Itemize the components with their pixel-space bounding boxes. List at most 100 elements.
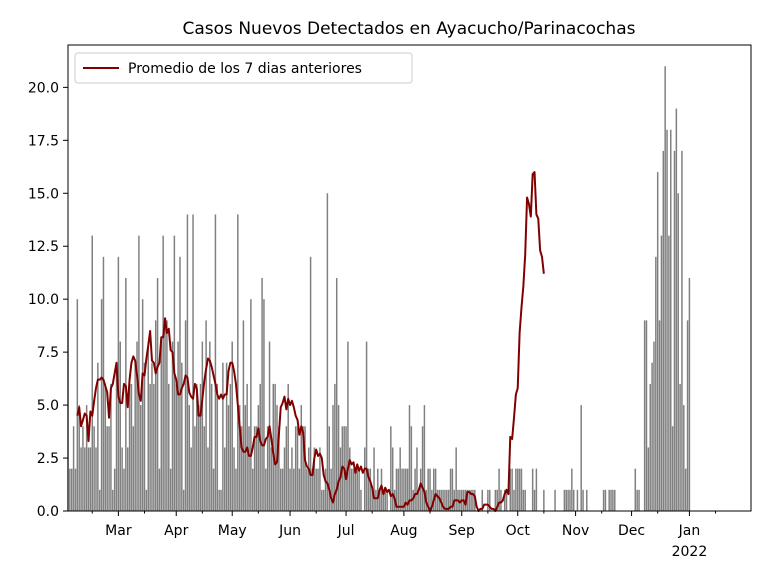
bar (365, 341, 368, 511)
bar (612, 489, 614, 511)
bar (671, 426, 674, 511)
bar (686, 320, 689, 511)
bar (390, 426, 392, 511)
bar (520, 468, 523, 511)
bar (660, 235, 663, 511)
bar (160, 341, 163, 511)
bar (518, 468, 521, 511)
bar (78, 405, 80, 511)
bar (335, 278, 338, 511)
bar (576, 489, 579, 511)
bar (516, 468, 519, 511)
bar (74, 468, 77, 511)
bar (203, 426, 205, 511)
bar (328, 426, 330, 511)
bar (263, 299, 265, 511)
bar (322, 489, 325, 511)
bar (670, 129, 672, 512)
bar (569, 489, 571, 511)
bar (210, 383, 213, 511)
legend: Promedio de los 7 dias anteriores (74, 52, 413, 84)
x-tick-label: Oct (506, 523, 531, 539)
bar (302, 426, 304, 511)
bar (505, 489, 508, 511)
bar (151, 362, 153, 511)
bar (179, 256, 181, 511)
bar (281, 468, 284, 511)
chart-title: Casos Nuevos Detectados en Ayacucho/Pari… (183, 19, 636, 39)
bar (651, 362, 653, 511)
y-tick-label: 0.0 (37, 504, 59, 520)
bar (76, 299, 79, 511)
bar (582, 489, 584, 511)
bar (431, 489, 433, 511)
bar (317, 468, 319, 511)
bar (154, 320, 157, 511)
bar (238, 405, 241, 511)
bar (377, 468, 379, 511)
bar (171, 341, 174, 511)
bar (638, 489, 640, 511)
bar (121, 447, 123, 511)
bar (399, 447, 401, 511)
bar (252, 468, 254, 511)
bar (494, 489, 497, 511)
bar (283, 447, 286, 511)
bar (668, 235, 670, 511)
bar (106, 426, 108, 511)
bar (586, 489, 588, 511)
bar (225, 362, 228, 511)
bar (85, 405, 88, 511)
bar (244, 405, 247, 511)
bar (201, 341, 204, 511)
bar (522, 489, 525, 511)
bar (395, 468, 398, 511)
bar (406, 468, 409, 511)
bar (291, 447, 293, 511)
x-tick-label: Dec (618, 523, 645, 539)
bar (237, 214, 239, 511)
bar (533, 489, 536, 511)
bar (363, 447, 366, 511)
bar (352, 468, 355, 511)
bar (371, 489, 373, 511)
bar (337, 405, 340, 511)
bar (666, 129, 668, 512)
x-tick-label: Jul (337, 523, 355, 539)
bar (369, 468, 372, 511)
bar (572, 489, 575, 511)
x-tick-label: Mar (105, 523, 132, 539)
bar (604, 489, 607, 511)
bar-series (67, 66, 691, 512)
bar (468, 489, 470, 511)
bar (93, 426, 95, 511)
bar (184, 320, 187, 511)
bar (104, 383, 107, 511)
bar (451, 468, 454, 511)
bar (326, 193, 329, 511)
y-tick-label: 17.5 (28, 133, 59, 149)
bar (311, 468, 314, 511)
bar (95, 447, 97, 511)
bar (487, 489, 489, 511)
bar (356, 468, 358, 511)
bar (373, 447, 375, 511)
bar (300, 405, 303, 511)
bar (543, 489, 545, 511)
bar (113, 468, 116, 511)
bar (196, 383, 198, 511)
bar (266, 426, 269, 511)
bar (345, 426, 347, 511)
bar (565, 489, 567, 511)
bar (503, 489, 506, 511)
bar (434, 468, 437, 511)
y-tick-label: 10.0 (28, 292, 59, 308)
bar (500, 489, 502, 511)
bar (524, 489, 526, 511)
bar (175, 383, 177, 511)
bar (647, 447, 650, 511)
y-tick-label: 5.0 (37, 398, 59, 414)
bar (472, 489, 474, 511)
bar (401, 468, 403, 511)
bar (349, 447, 351, 511)
